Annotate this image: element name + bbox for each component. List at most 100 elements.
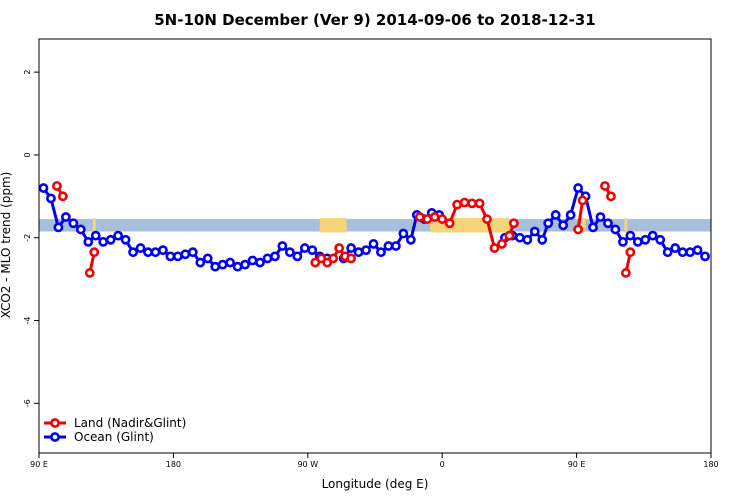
legend-marker [51, 419, 58, 426]
ocean-data-point [85, 238, 92, 245]
y-tick-label: 2 [23, 70, 32, 75]
ocean-data-point [197, 259, 204, 266]
land-data-point [424, 215, 431, 222]
ocean-data-point [256, 259, 263, 266]
ocean-data-point [589, 224, 596, 231]
ocean-data-point [264, 255, 271, 262]
legend-marker [51, 433, 58, 440]
ocean-data-point [574, 184, 581, 191]
ocean-data-point [679, 249, 686, 256]
land-data-point [336, 244, 343, 251]
ocean-data-point [686, 249, 693, 256]
ocean-data-point [627, 232, 634, 239]
ocean-data-point [348, 244, 355, 251]
land-data-point [461, 199, 468, 206]
ocean-data-point [219, 261, 226, 268]
x-tick-label: 90 E [30, 460, 48, 469]
ocean-data-point [40, 184, 47, 191]
ocean-data-point [516, 234, 523, 241]
x-tick-label: 180 [703, 460, 718, 469]
ocean-data-point [567, 211, 574, 218]
x-tick-label: 90 W [297, 460, 318, 469]
land-data-point [53, 182, 60, 189]
ocean-data-point [604, 220, 611, 227]
ocean-data-point [159, 247, 166, 254]
x-tick-label: 180 [166, 460, 181, 469]
ocean-data-point [182, 251, 189, 258]
ocean-data-point [107, 236, 114, 243]
land-data-point [627, 249, 634, 256]
ocean-data-point [174, 253, 181, 260]
ocean-data-point [129, 249, 136, 256]
land-data-point [579, 197, 586, 204]
y-tick-label: -2 [23, 234, 32, 242]
ocean-data-point [597, 213, 604, 220]
land-data-point [446, 220, 453, 227]
chart: 5N-10N December (Ver 9) 2014-09-06 to 20… [0, 0, 750, 500]
ocean-data-point [531, 228, 538, 235]
land-data-point [574, 226, 581, 233]
ocean-data-point [212, 263, 219, 270]
ocean-data-point [189, 249, 196, 256]
ocean-data-point [392, 242, 399, 249]
ocean-data-point [294, 253, 301, 260]
ocean-data-point [619, 238, 626, 245]
ocean-data-point [241, 261, 248, 268]
land-band-segment [93, 218, 96, 232]
ocean-data-point [552, 211, 559, 218]
ocean-data-point [77, 226, 84, 233]
land-data-point [491, 244, 498, 251]
ocean-data-point [642, 236, 649, 243]
ocean-data-point [271, 253, 278, 260]
ocean-data-point [249, 257, 256, 264]
ocean-data-point [672, 244, 679, 251]
ocean-data-point [377, 249, 384, 256]
ocean-data-point [400, 230, 407, 237]
ocean-data-point [657, 236, 664, 243]
x-tick-label: 90 E [568, 460, 586, 469]
ocean-data-point [301, 244, 308, 251]
land-data-point [468, 200, 475, 207]
chart-title: 5N-10N December (Ver 9) 2014-09-06 to 20… [154, 11, 595, 29]
legend-label: Ocean (Glint) [74, 430, 154, 444]
land-data-point [454, 201, 461, 208]
land-data-point [476, 200, 483, 207]
ocean-data-point [385, 242, 392, 249]
land-data-point [601, 182, 608, 189]
ocean-data-point [694, 247, 701, 254]
ocean-data-point [204, 255, 211, 262]
ocean-data-point [286, 249, 293, 256]
ocean-data-point [234, 263, 241, 270]
land-data-point [91, 249, 98, 256]
ocean-data-point [47, 195, 54, 202]
ocean-data-point [100, 238, 107, 245]
land-data-point [498, 240, 505, 247]
land-data-point [86, 269, 93, 276]
ocean-data-point [309, 247, 316, 254]
ocean-data-point [634, 238, 641, 245]
land-data-point [622, 269, 629, 276]
y-tick-label: -4 [23, 317, 32, 325]
ocean-data-point [122, 236, 129, 243]
ocean-data-point [355, 249, 362, 256]
ocean-data-point [167, 253, 174, 260]
ocean-data-point [279, 242, 286, 249]
ocean-data-point [612, 226, 619, 233]
land-data-point [510, 220, 517, 227]
land-data-point [607, 193, 614, 200]
ocean-data-point [539, 236, 546, 243]
ocean-data-point [560, 222, 567, 229]
land-data-point [439, 215, 446, 222]
ocean-data-point [55, 224, 62, 231]
land-band-segment [320, 218, 347, 232]
ocean-data-point [115, 232, 122, 239]
land-data-point [416, 213, 423, 220]
legend-label: Land (Nadir&Glint) [74, 416, 186, 430]
x-axis-title: Longitude (deg E) [322, 477, 429, 491]
land-band-segment [624, 218, 627, 232]
ocean-data-point [70, 220, 77, 227]
ocean-data-point [92, 232, 99, 239]
ocean-data-point [144, 249, 151, 256]
y-tick-label: 0 [23, 152, 32, 157]
land-data-point [431, 213, 438, 220]
